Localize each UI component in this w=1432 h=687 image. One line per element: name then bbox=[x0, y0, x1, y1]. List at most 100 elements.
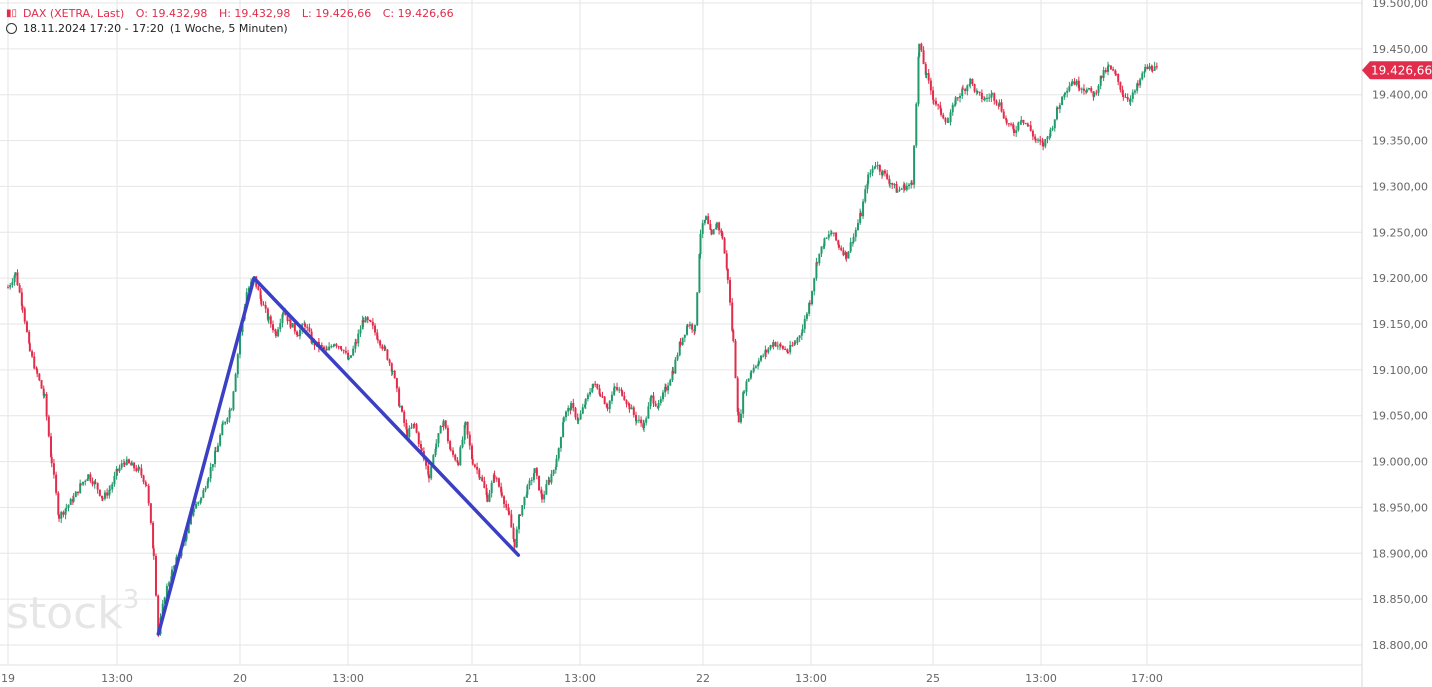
time-range: 18.11.2024 17:20 - 17:20 bbox=[23, 22, 164, 35]
candle-body bbox=[1136, 83, 1139, 91]
candle-body bbox=[1109, 65, 1112, 70]
candle-body bbox=[736, 378, 739, 412]
candle-body bbox=[21, 305, 24, 309]
candle-body bbox=[920, 43, 923, 51]
candle-body bbox=[937, 104, 940, 106]
candle-body bbox=[704, 216, 707, 220]
candle-body bbox=[964, 89, 967, 92]
candle-body bbox=[618, 389, 621, 391]
candle-body bbox=[1071, 81, 1074, 84]
candle-body bbox=[709, 223, 712, 230]
candle-body bbox=[586, 394, 589, 399]
candle-body bbox=[664, 386, 667, 391]
candle-body bbox=[449, 441, 452, 450]
candle-body bbox=[934, 100, 937, 105]
candle-body bbox=[152, 548, 155, 557]
candle-body bbox=[1002, 111, 1005, 119]
candle-body bbox=[18, 285, 21, 293]
candle-body bbox=[1107, 65, 1110, 72]
y-tick-label: 19.450,00 bbox=[1372, 43, 1428, 56]
candle-body bbox=[691, 324, 694, 330]
candle-body bbox=[366, 317, 369, 321]
candle-body bbox=[154, 556, 157, 596]
candle-body bbox=[932, 90, 935, 100]
candle-body bbox=[956, 97, 959, 99]
candle-body bbox=[922, 50, 925, 65]
candle-body bbox=[113, 475, 116, 485]
candle-body bbox=[893, 184, 896, 186]
candle-body bbox=[13, 275, 16, 283]
candle-body bbox=[815, 262, 818, 279]
candle-body bbox=[634, 414, 637, 422]
candle-body bbox=[895, 184, 898, 193]
candle-body bbox=[284, 312, 287, 316]
candle-body bbox=[900, 188, 903, 190]
candle-body bbox=[1034, 139, 1037, 141]
candle-body bbox=[840, 247, 843, 251]
candle-body bbox=[391, 370, 394, 372]
candle-body bbox=[468, 434, 471, 446]
candle-body bbox=[459, 447, 462, 466]
candle-body bbox=[357, 333, 360, 344]
candle-body bbox=[347, 352, 350, 360]
candle-body bbox=[886, 173, 889, 179]
candle-body bbox=[1114, 70, 1117, 74]
candle-body bbox=[1031, 130, 1034, 137]
y-tick-label: 19.050,00 bbox=[1372, 410, 1428, 423]
candle-body bbox=[654, 403, 657, 407]
candle-body bbox=[924, 64, 927, 75]
candle-body bbox=[401, 405, 404, 412]
candle-body bbox=[232, 391, 235, 410]
candle-body bbox=[572, 403, 575, 409]
candle-body bbox=[101, 495, 104, 499]
logo-text: stock bbox=[6, 588, 123, 639]
candle-body bbox=[801, 328, 804, 333]
chart-grid bbox=[0, 0, 1362, 665]
candle-body bbox=[976, 91, 979, 93]
candle-body bbox=[635, 420, 638, 422]
candle-body bbox=[57, 492, 60, 515]
candle-body bbox=[108, 490, 111, 496]
stock3-logo: stock3 bbox=[6, 585, 139, 639]
candle-body bbox=[764, 350, 767, 356]
candle-body bbox=[236, 354, 239, 375]
candle-body bbox=[533, 468, 536, 474]
candle-body bbox=[567, 407, 570, 412]
candle-body bbox=[308, 327, 311, 332]
drawn-trendlines[interactable] bbox=[156, 276, 521, 636]
candle-body bbox=[1019, 121, 1022, 123]
candle-body bbox=[58, 514, 61, 519]
candle-body bbox=[23, 308, 26, 322]
candle-body bbox=[749, 372, 752, 379]
candle-body bbox=[657, 402, 660, 408]
candle-body bbox=[579, 413, 582, 420]
candle-body bbox=[55, 474, 58, 493]
candle-body bbox=[456, 459, 459, 463]
candle-body bbox=[800, 332, 803, 336]
price-axis[interactable]: 18.800,00 18.850,00 18.900,00 18.950,00 19.0… bbox=[1361, 0, 1428, 687]
x-tick-label: 13:00 bbox=[1025, 672, 1057, 685]
candle-body bbox=[406, 429, 409, 438]
candle-body bbox=[20, 292, 23, 306]
candle-body bbox=[115, 468, 118, 476]
candle-body bbox=[145, 484, 148, 486]
candle-body bbox=[1044, 139, 1047, 147]
candle-body bbox=[266, 308, 269, 320]
candle-body bbox=[342, 349, 345, 351]
candle-body bbox=[125, 459, 128, 465]
candle-body bbox=[466, 421, 469, 435]
candle-body bbox=[1095, 92, 1098, 94]
candle-body bbox=[667, 385, 670, 391]
candle-body bbox=[876, 165, 879, 167]
time-axis[interactable]: 19 13:00 20 13:00 21 13:00 22 13:00 25 13:00 17:00 bbox=[0, 664, 1362, 685]
candle-body bbox=[1141, 73, 1144, 80]
candle-body bbox=[349, 355, 352, 358]
candle-body bbox=[552, 469, 555, 475]
candle-body bbox=[889, 182, 892, 184]
candle-body bbox=[98, 489, 101, 496]
candle-body bbox=[878, 165, 881, 172]
candle-body bbox=[1139, 79, 1142, 86]
candle-body bbox=[905, 186, 908, 190]
x-tick-label: 25 bbox=[926, 672, 940, 685]
